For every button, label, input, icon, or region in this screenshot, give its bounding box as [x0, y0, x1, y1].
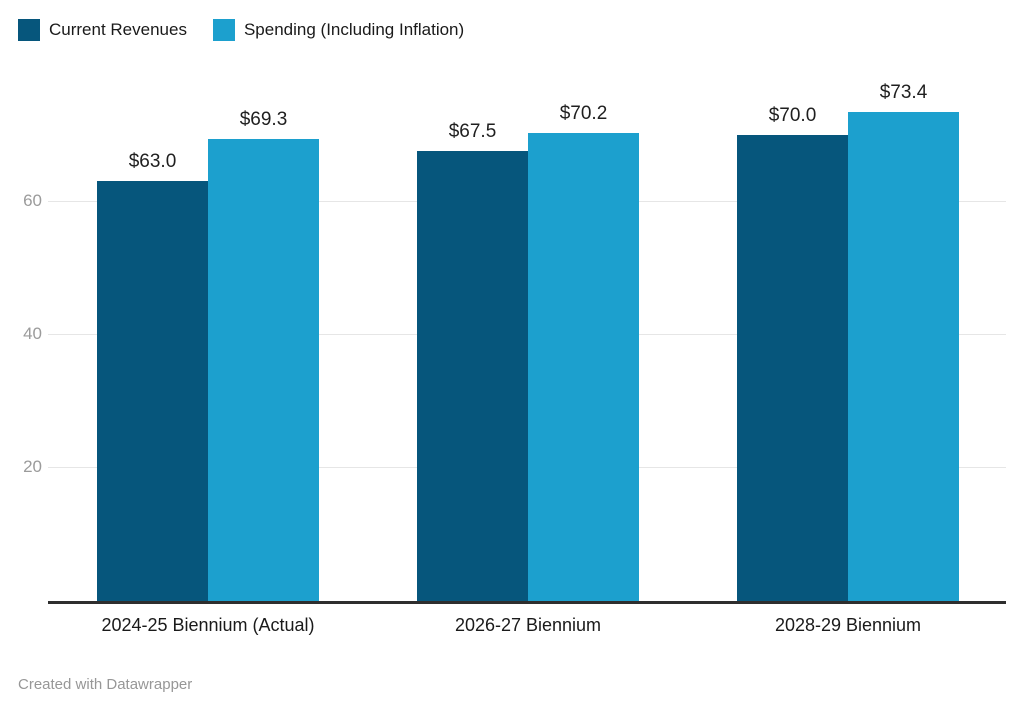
value-label-group-0-series-0: $63.0	[128, 151, 177, 173]
legend-item-0: Current Revenues	[18, 19, 187, 41]
bar-current-revenues-group-2	[737, 134, 848, 601]
bar-current-revenues-group-0	[97, 181, 208, 601]
category-label-2: 2028-29 Biennium	[774, 615, 922, 635]
bar-current-revenues-group-1	[417, 151, 528, 601]
x-axis-line	[48, 601, 1006, 604]
legend-swatch-icon	[18, 19, 40, 41]
datawrapper-credit: Created with Datawrapper	[18, 676, 193, 693]
y-tick-label-60: 60	[23, 191, 42, 210]
y-tick-label-20: 20	[23, 457, 42, 476]
category-label-1: 2026-27 Biennium	[454, 615, 602, 635]
value-label-group-1-series-0: $67.5	[448, 121, 497, 143]
value-label-group-0-series-1: $69.3	[239, 109, 288, 131]
legend-swatch-icon	[212, 19, 235, 41]
legend-item-1: Spending (Including Inflation)	[212, 19, 465, 41]
value-label-group-2-series-0: $70.0	[768, 104, 817, 126]
bar-spending-including-inflation-group-0	[208, 139, 319, 601]
value-label-group-1-series-1: $70.2	[559, 103, 608, 125]
legend-label: Spending (Including Inflation)	[243, 20, 465, 39]
legend-label: Current Revenues	[49, 20, 187, 39]
value-label-group-2-series-1: $73.4	[879, 81, 928, 103]
y-tick-label-40: 40	[23, 324, 42, 343]
bar-spending-including-inflation-group-1	[528, 133, 639, 601]
category-label-0: 2024-25 Biennium (Actual)	[101, 615, 315, 635]
chart-legend: Current Revenues Spending (Including Infl…	[18, 19, 464, 41]
bar-spending-including-inflation-group-2	[848, 111, 959, 601]
